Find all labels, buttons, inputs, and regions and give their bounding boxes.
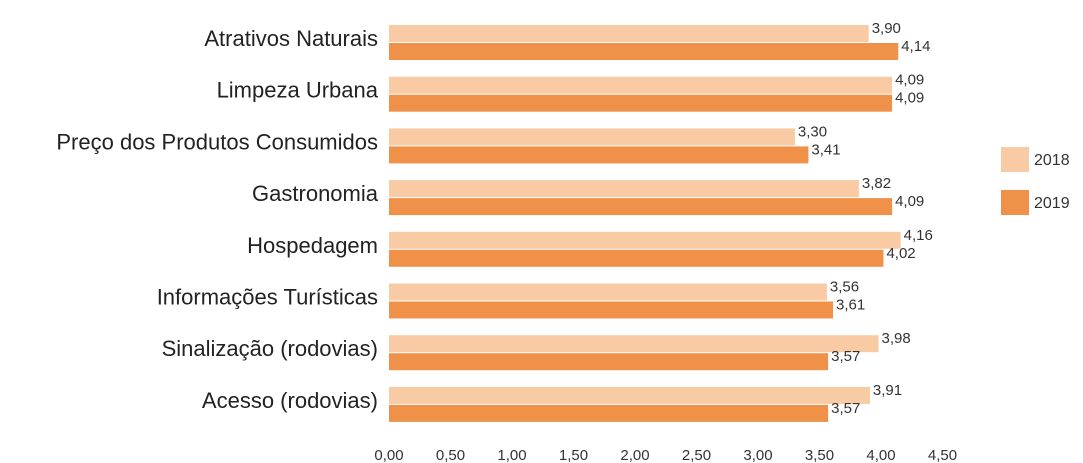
data-label-2018-7: 3,91 <box>873 382 902 399</box>
bar-2018-1 <box>389 76 893 94</box>
data-label-2018-0: 3,90 <box>872 20 901 37</box>
x-tick-label: 0,00 <box>374 447 403 463</box>
data-label-2018-5: 3,56 <box>830 279 859 296</box>
x-tick-label: 3,50 <box>805 447 834 463</box>
category-label: Acesso (rodovias) <box>202 388 378 413</box>
x-tick-label: 4,50 <box>928 447 957 463</box>
data-label-2019-1: 4,09 <box>895 90 924 107</box>
x-tick-label: 1,00 <box>497 447 526 463</box>
legend-label-2019: 2019 <box>1034 195 1070 212</box>
legend-label-2018: 2018 <box>1034 152 1070 169</box>
legend-swatch-2019 <box>1001 190 1029 215</box>
data-label-2018-4: 4,16 <box>904 227 933 244</box>
data-label-2019-2: 3,41 <box>811 141 840 158</box>
category-label: Limpeza Urbana <box>217 78 379 103</box>
data-label-2019-4: 4,02 <box>886 245 915 262</box>
category-label: Atrativos Naturais <box>204 26 378 51</box>
bar-2018-0 <box>389 25 869 42</box>
category-label: Gastronomia <box>252 181 379 206</box>
data-label-2019-5: 3,61 <box>836 297 865 314</box>
bar-2019-3 <box>389 198 893 216</box>
data-label-2018-6: 3,98 <box>882 330 911 347</box>
bar-2018-2 <box>389 128 795 146</box>
data-label-2019-6: 3,57 <box>831 348 860 365</box>
x-tick-label: 2,50 <box>682 447 711 463</box>
x-tick-label: 2,00 <box>620 447 649 463</box>
category-label: Hospedagem <box>247 233 378 258</box>
data-label-2019-7: 3,57 <box>831 400 860 417</box>
bar-2019-1 <box>389 94 893 112</box>
legend-swatch-2018 <box>1001 147 1029 172</box>
category-label: Preço dos Produtos Consumidos <box>56 129 378 154</box>
data-label-2018-1: 4,09 <box>895 72 924 89</box>
bar-2018-5 <box>389 283 827 301</box>
bar-2019-0 <box>389 43 899 60</box>
data-label-2018-3: 3,82 <box>862 175 891 192</box>
category-label: Sinalização (rodovias) <box>162 336 378 361</box>
bar-2019-5 <box>389 301 834 319</box>
bar-2018-6 <box>389 335 879 353</box>
data-label-2019-3: 4,09 <box>895 193 924 210</box>
data-label-2019-0: 4,14 <box>901 38 930 55</box>
x-tick-label: 3,00 <box>743 447 772 463</box>
bar-2018-4 <box>389 231 901 249</box>
x-tick-label: 0,50 <box>436 447 465 463</box>
bar-2019-4 <box>389 249 884 267</box>
bar-2018-7 <box>389 386 870 404</box>
bar-2018-3 <box>389 180 859 198</box>
x-tick-label: 4,00 <box>866 447 895 463</box>
bar-2019-6 <box>389 353 829 371</box>
bar-2019-2 <box>389 146 809 164</box>
data-label-2018-2: 3,30 <box>798 123 827 140</box>
bar-2019-7 <box>389 404 829 422</box>
x-tick-label: 1,50 <box>559 447 588 463</box>
category-label: Informações Turísticas <box>157 285 378 310</box>
